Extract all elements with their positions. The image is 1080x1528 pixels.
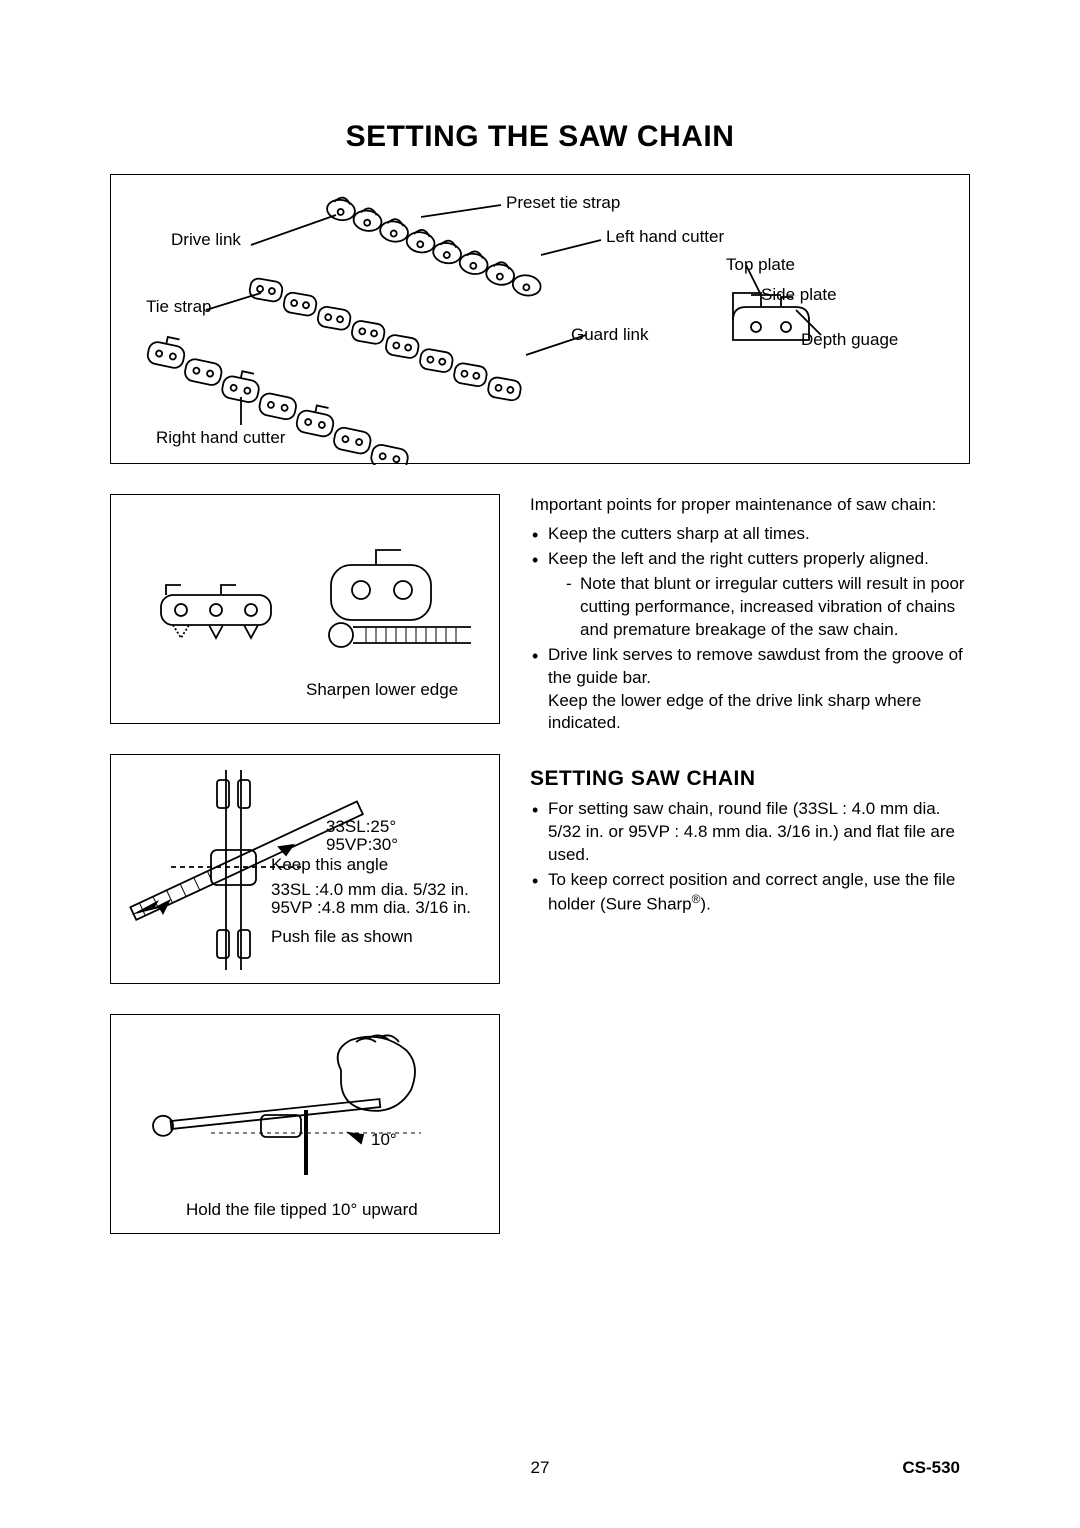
label-keep-angle: Keep this angle bbox=[271, 855, 388, 875]
page-title: SETTING THE SAW CHAIN bbox=[110, 120, 970, 154]
setting-bullets: For setting saw chain, round file (33SL … bbox=[530, 798, 970, 917]
label-angle-95vp: 95VP:30° bbox=[326, 835, 398, 855]
label-side-plate: Side plate bbox=[761, 285, 837, 305]
figure-file-angle: 33SL:25° 95VP:30° Keep this angle 33SL :… bbox=[110, 754, 500, 984]
figure-sharpen-edge: Sharpen lower edge bbox=[110, 494, 500, 724]
bullet-files: For setting saw chain, round file (33SL … bbox=[530, 798, 970, 867]
bullet-drive-link-note: Keep the lower edge of the drive link sh… bbox=[548, 690, 970, 736]
bullet-aligned-note: Note that blunt or irregular cutters wil… bbox=[566, 573, 970, 642]
subheading-setting: SETTING SAW CHAIN bbox=[530, 765, 970, 793]
intro-text: Important points for proper maintenance … bbox=[530, 494, 970, 517]
chain-parts-diagram bbox=[111, 175, 971, 465]
maintenance-bullets: Keep the cutters sharp at all times. Kee… bbox=[530, 523, 970, 735]
label-dia-95vp: 95VP :4.8 mm dia. 3/16 in. bbox=[271, 898, 471, 918]
label-ten-degrees: 10° bbox=[371, 1130, 397, 1150]
bullet-drive-link: Drive link serves to remove sawdust from… bbox=[530, 644, 970, 736]
bullet-file-holder: To keep correct position and correct ang… bbox=[530, 869, 970, 918]
label-left-hand-cutter: Left hand cutter bbox=[606, 227, 724, 247]
label-angle-33sl: 33SL:25° bbox=[326, 817, 396, 837]
label-guard-link: Guard link bbox=[571, 325, 648, 345]
bullet-file-holder-b: ). bbox=[700, 895, 710, 914]
page-number: 27 bbox=[531, 1458, 550, 1478]
bullet-aligned-text: Keep the left and the right cutters prop… bbox=[548, 549, 929, 568]
label-top-plate: Top plate bbox=[726, 255, 795, 275]
label-preset-tie-strap: Preset tie strap bbox=[506, 193, 620, 213]
model-number: CS-530 bbox=[902, 1458, 960, 1478]
text-column: Important points for proper maintenance … bbox=[530, 494, 970, 919]
figure-chain-parts: Drive link Tie strap Right hand cutter P… bbox=[110, 174, 970, 464]
bullet-sharp: Keep the cutters sharp at all times. bbox=[530, 523, 970, 546]
figure-file-tipped: 10° Hold the file tipped 10° upward bbox=[110, 1014, 500, 1234]
bullet-aligned: Keep the left and the right cutters prop… bbox=[530, 548, 970, 642]
label-right-hand-cutter: Right hand cutter bbox=[156, 428, 285, 448]
bullet-drive-link-text: Drive link serves to remove sawdust from… bbox=[548, 645, 963, 687]
label-dia-33sl: 33SL :4.0 mm dia. 5/32 in. bbox=[271, 880, 469, 900]
label-depth-guage: Depth guage bbox=[801, 330, 898, 350]
label-drive-link: Drive link bbox=[171, 230, 241, 250]
label-push-file: Push file as shown bbox=[271, 927, 413, 947]
label-sharpen-lower-edge: Sharpen lower edge bbox=[306, 680, 458, 700]
bullet-file-holder-a: To keep correct position and correct ang… bbox=[548, 870, 955, 915]
label-tie-strap: Tie strap bbox=[146, 297, 212, 317]
label-hold-tipped: Hold the file tipped 10° upward bbox=[186, 1200, 418, 1220]
